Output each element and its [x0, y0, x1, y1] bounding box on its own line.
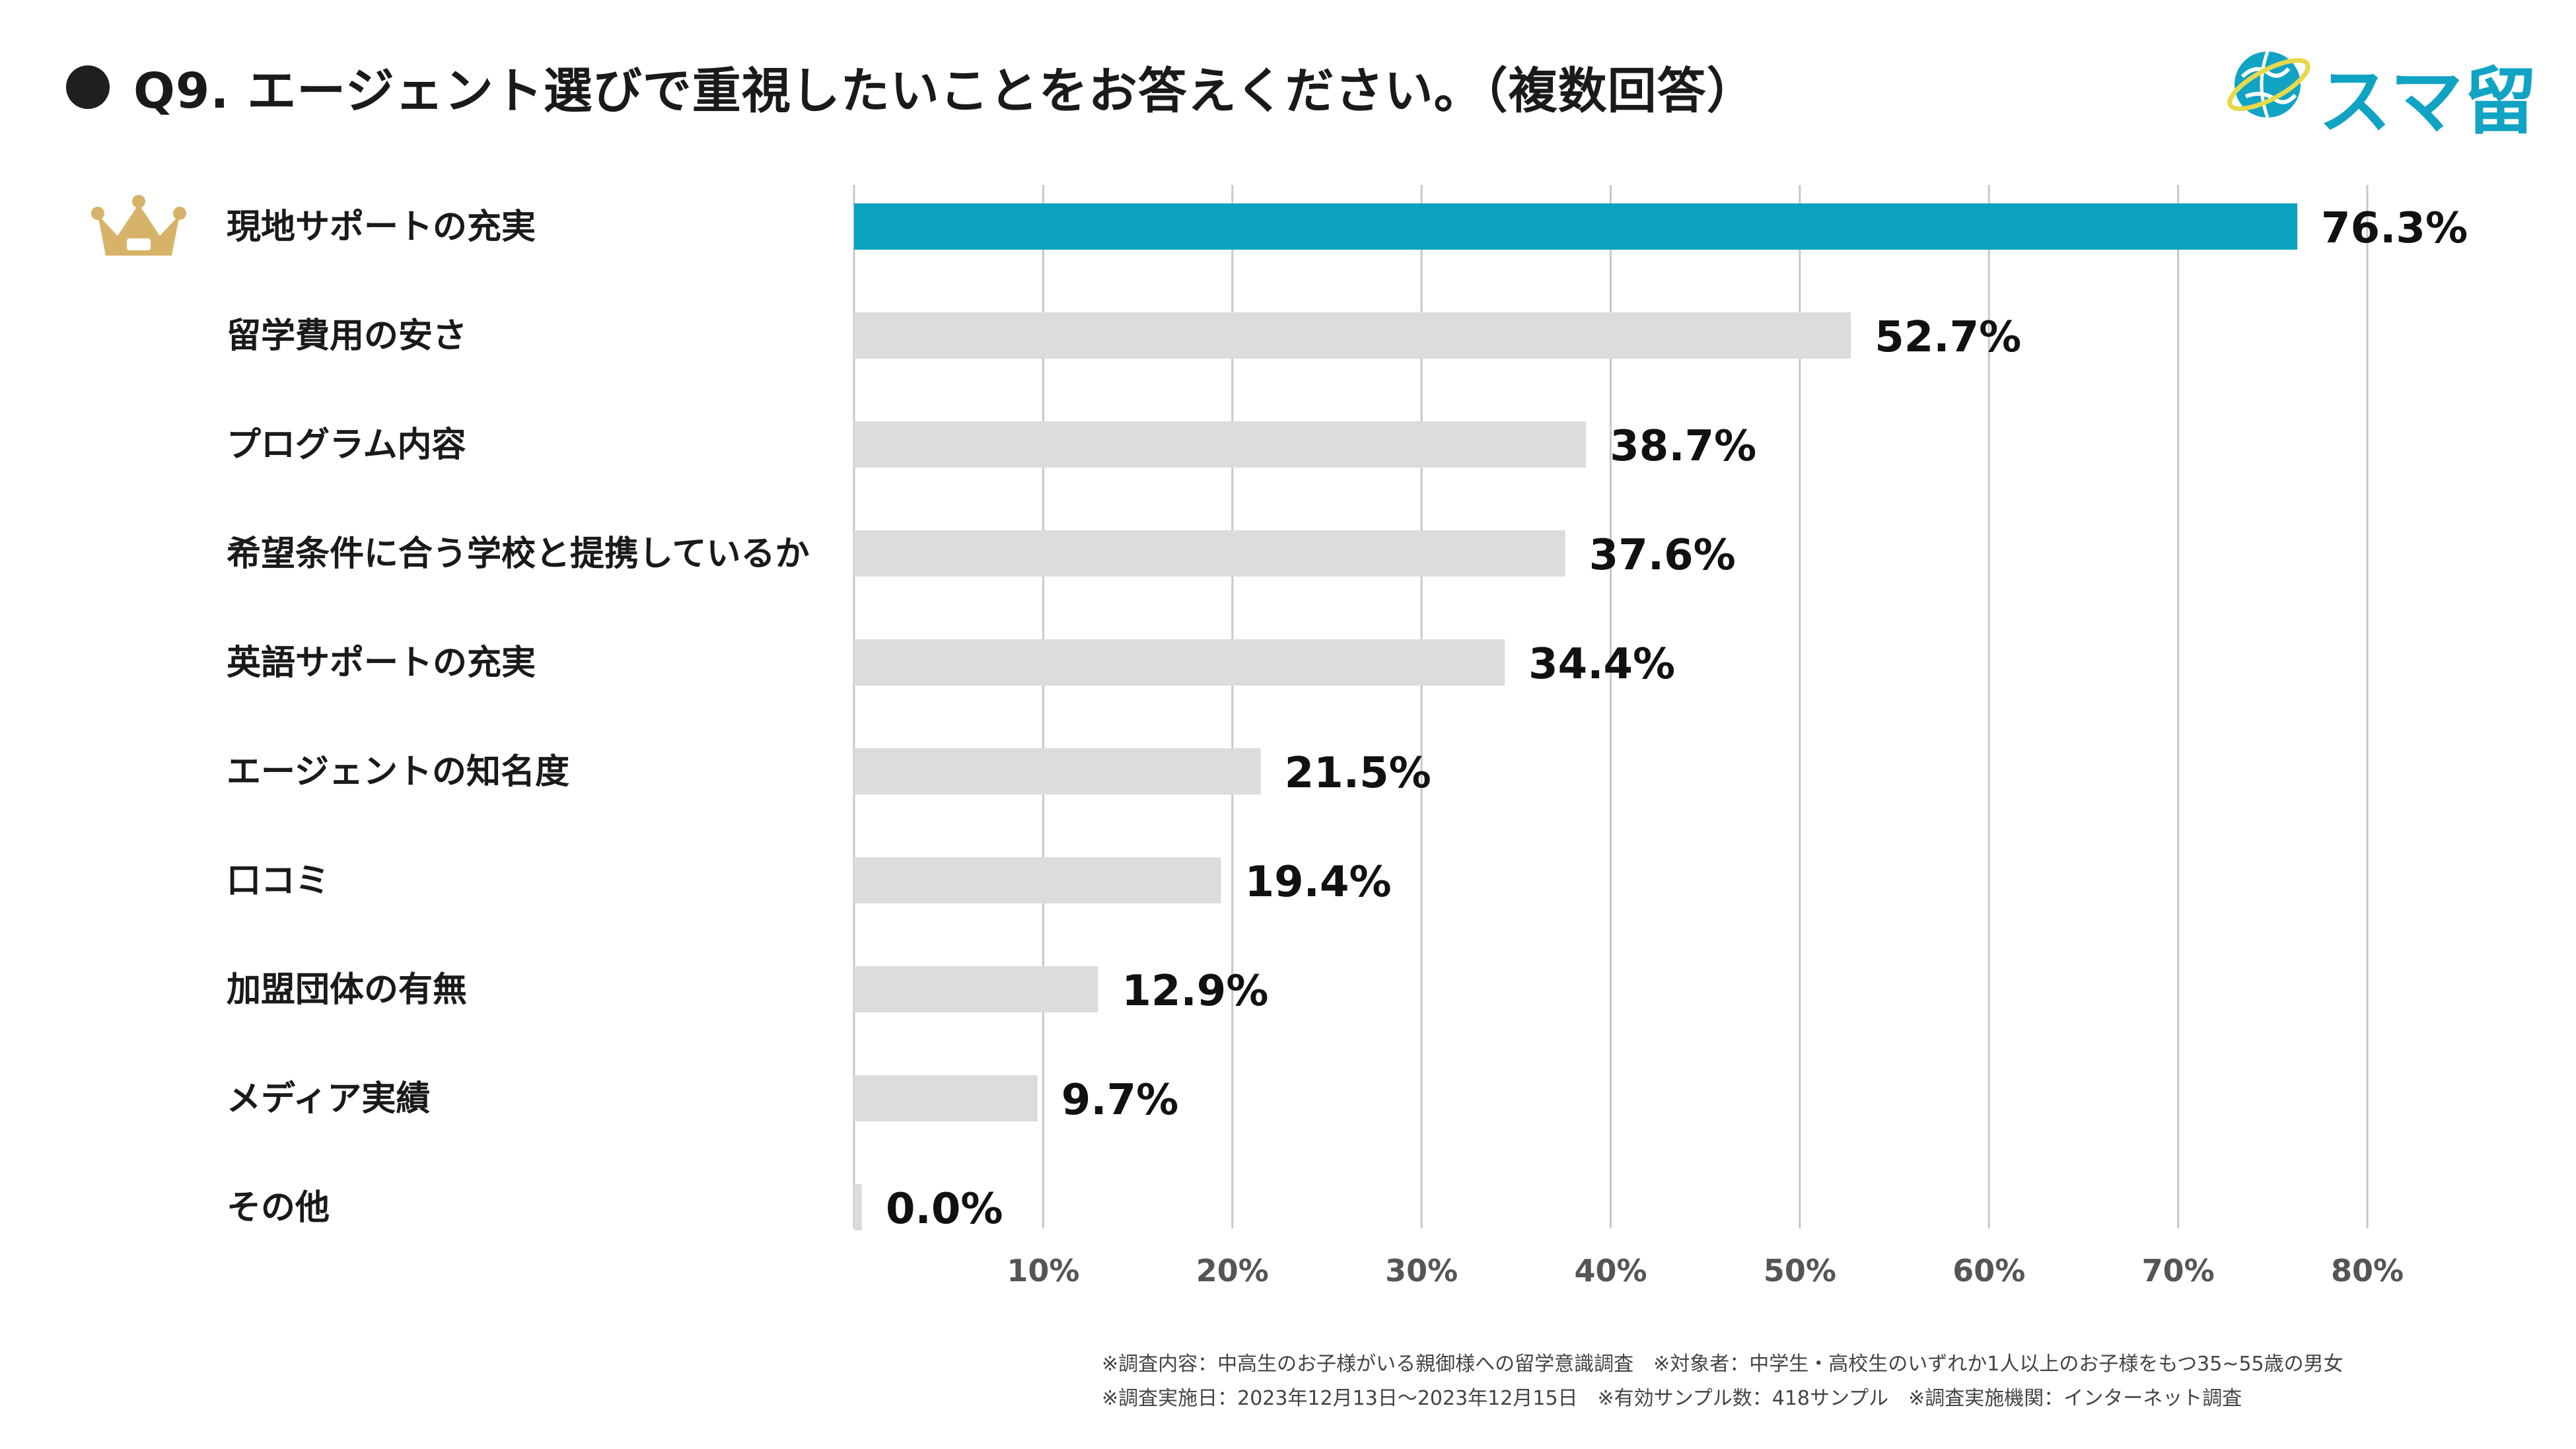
bar	[854, 1075, 1038, 1121]
x-tick-label: 10%	[1007, 1253, 1079, 1289]
category-label: 希望条件に合う学校と提携しているか	[227, 534, 809, 574]
page-title: Q9. エージェント選びで重視したいことをお答えください。（複数回答）	[133, 63, 1756, 120]
globe-icon	[2227, 51, 2310, 118]
value-label: 38.7%	[1610, 422, 1756, 471]
bar-chart: 10% 20% 30% 40% 50% 60% 70% 80% 現地サポートの充実 76.3% 留学…	[91, 185, 2468, 1289]
category-label: 現地サポートの充実	[227, 207, 536, 247]
value-label: 19.4%	[1245, 858, 1392, 907]
category-label: メディア実績	[227, 1079, 430, 1119]
category-label: プログラム内容	[227, 425, 466, 465]
value-label: 76.3%	[2321, 204, 2468, 253]
x-tick-label: 60%	[1952, 1253, 2025, 1289]
bar	[854, 857, 1221, 903]
value-label: 37.6%	[1589, 531, 1736, 580]
crown-icon	[91, 195, 186, 256]
bar	[854, 530, 1565, 577]
footnotes: ※調査内容：中高生のお子様がいる親御様への留学意識調査 ※対象者：中学生・高校生…	[1102, 1347, 2343, 1416]
category-label: 加盟団体の有無	[227, 970, 467, 1010]
category-label: 英語サポートの充実	[227, 643, 536, 683]
category-label: その他	[227, 1188, 330, 1228]
footnote-line-1: ※調査内容：中高生のお子様がいる親御様への留学意識調査 ※対象者：中学生・高校生…	[1102, 1353, 2343, 1376]
x-tick-label: 30%	[1385, 1253, 1458, 1289]
value-label: 12.9%	[1122, 967, 1268, 1016]
value-label: 9.7%	[1061, 1076, 1179, 1125]
x-tick-label: 80%	[2331, 1253, 2404, 1289]
value-label: 21.5%	[1285, 749, 1431, 798]
value-label: 52.7%	[1875, 313, 2021, 362]
footnote-line-2: ※調査実施日：2023年12月13日〜2023年12月15日 ※有効サンプル数：…	[1102, 1387, 2242, 1410]
category-label: エージェントの知名度	[227, 752, 569, 792]
bar	[854, 639, 1505, 686]
brand-logo: スマ留	[2223, 37, 2537, 144]
bar	[854, 966, 1098, 1012]
bullet-dot-icon	[66, 65, 110, 109]
value-label: 34.4%	[1528, 640, 1675, 689]
bar	[854, 421, 1587, 468]
title-row: Q9. エージェント選びで重視したいことをお答えください。（複数回答）	[66, 52, 1756, 122]
bar	[854, 1184, 862, 1230]
logo-text: スマ留	[2318, 59, 2538, 144]
bar-highlight	[854, 203, 2298, 250]
value-label: 0.0%	[886, 1185, 1003, 1234]
x-tick-label: 50%	[1764, 1253, 1836, 1289]
x-tick-label: 20%	[1196, 1253, 1269, 1289]
x-tick-label: 40%	[1574, 1253, 1647, 1289]
category-label: 留学費用の安さ	[227, 316, 467, 356]
bar	[854, 312, 1851, 359]
bar	[854, 748, 1261, 795]
x-tick-label: 70%	[2142, 1253, 2215, 1289]
category-label: 口コミ	[227, 861, 330, 901]
